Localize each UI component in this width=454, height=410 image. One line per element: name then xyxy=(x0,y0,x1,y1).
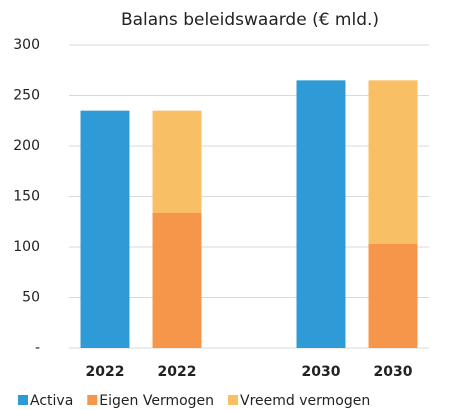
legend-swatch xyxy=(228,395,239,405)
legend-label: Eigen Vermogen xyxy=(99,393,214,409)
y-tick-label: 300 xyxy=(13,37,40,53)
chart-title: Balans beleidswaarde (€ mld.) xyxy=(121,10,379,30)
bar-segment xyxy=(368,243,418,348)
x-tick-label: 2030 xyxy=(374,364,413,380)
bar-segment xyxy=(152,110,202,213)
x-tick-label: 2022 xyxy=(158,364,197,380)
y-tick-label: 200 xyxy=(13,138,40,154)
y-tick-label: 100 xyxy=(13,239,40,255)
x-tick-label: 2022 xyxy=(86,364,125,380)
legend-label: Activa xyxy=(30,393,73,409)
bar-segment xyxy=(80,110,130,349)
bar-segment xyxy=(152,212,202,348)
y-tick-label: 250 xyxy=(13,88,40,104)
bar-segment xyxy=(296,80,346,348)
legend-label: Vreemd vermogen xyxy=(240,393,370,409)
legend-swatch xyxy=(87,395,98,405)
legend-swatch xyxy=(18,395,28,405)
y-tick-label: - xyxy=(35,340,40,356)
x-tick-label: 2030 xyxy=(302,364,341,380)
y-tick-label: 50 xyxy=(22,290,40,306)
bar-segment xyxy=(368,80,418,244)
y-tick-label: 150 xyxy=(13,189,40,205)
